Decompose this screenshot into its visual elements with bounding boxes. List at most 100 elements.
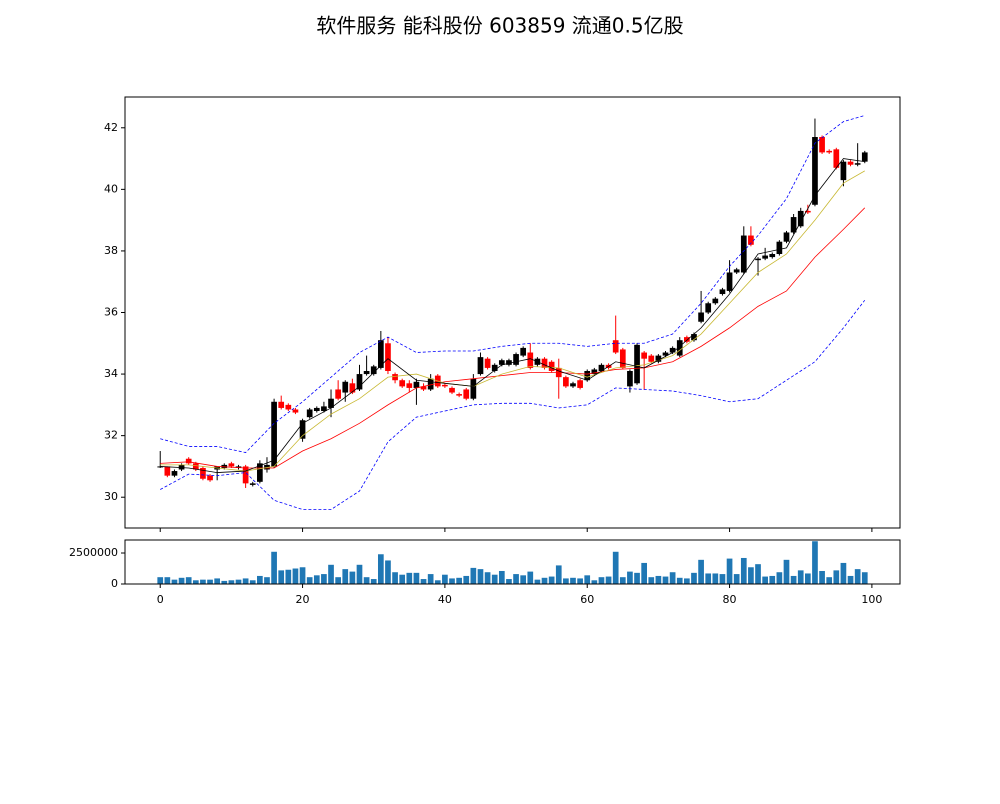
candle-body <box>676 340 683 356</box>
candle-body <box>854 163 861 165</box>
y-tick-label: 38 <box>104 244 118 257</box>
candle-body <box>420 386 427 390</box>
candle-body <box>335 389 341 399</box>
volume-bar <box>264 577 270 584</box>
volume-bar <box>740 557 747 584</box>
volume-bar <box>804 573 811 584</box>
volume-bar <box>627 571 633 584</box>
candle-body <box>370 366 377 375</box>
candle-body <box>413 381 420 388</box>
volume-bar <box>321 574 327 584</box>
candle-body <box>278 401 285 408</box>
candle-body <box>819 137 825 153</box>
candle-body <box>470 378 477 399</box>
volume-bar <box>285 569 292 584</box>
candle-body <box>669 347 676 353</box>
candle-body <box>705 303 712 313</box>
volume-bar <box>634 572 640 584</box>
volume-bar <box>442 574 448 584</box>
candle-body <box>719 289 726 295</box>
candle-body <box>463 389 470 399</box>
y-tick-label: 42 <box>104 121 118 134</box>
candle-body <box>762 255 768 259</box>
candle-body <box>520 347 527 356</box>
volume-bar <box>292 568 299 584</box>
candle-body <box>299 420 306 439</box>
x-tick-label: 20 <box>296 593 310 606</box>
volume-bar <box>207 579 213 584</box>
candle-body <box>548 361 555 371</box>
candle-body <box>584 370 591 381</box>
candle-body <box>790 217 797 233</box>
candle-body <box>634 344 640 384</box>
volume-bar <box>655 575 662 584</box>
candle-body <box>612 340 619 353</box>
volume-bar <box>698 559 704 584</box>
candle-body <box>449 387 455 393</box>
volume-bar <box>370 579 377 584</box>
candle-body <box>385 343 391 371</box>
candle-body <box>570 383 576 387</box>
candle-body <box>491 364 498 371</box>
volume-bar <box>733 574 740 584</box>
volume-bar <box>192 580 199 584</box>
volume-bar <box>257 575 263 584</box>
volume-bar <box>306 577 313 584</box>
volume-bar <box>840 562 847 584</box>
indicator-line <box>160 207 866 469</box>
volume-bar <box>420 579 427 584</box>
x-tick-label: 0 <box>157 593 164 606</box>
volume-bar <box>214 578 221 584</box>
volume-bar <box>797 570 804 584</box>
volume-bar <box>235 579 242 584</box>
candle-body <box>356 374 363 390</box>
volume-bar <box>299 567 306 584</box>
volume-bar <box>470 567 477 584</box>
volume-bar <box>669 572 676 584</box>
candle-body <box>648 355 655 362</box>
volume-bar <box>356 564 363 584</box>
candle-body <box>406 383 413 388</box>
volume-bar <box>278 570 285 584</box>
axes-frame <box>124 96 901 529</box>
candle-body <box>363 370 370 375</box>
candle-body <box>377 340 384 368</box>
candle-body <box>563 377 569 387</box>
volume-bar <box>591 580 598 584</box>
candle-body <box>619 349 626 368</box>
candle-body <box>662 352 669 356</box>
candle-body <box>826 150 833 153</box>
volume-bar <box>456 577 462 584</box>
candle-body <box>498 360 505 365</box>
volume-bar <box>399 574 406 584</box>
volume-bar <box>619 577 626 584</box>
candle-body <box>442 384 448 387</box>
volume-bar <box>705 573 712 584</box>
volume-bar <box>726 558 733 584</box>
volume-bar <box>385 560 391 584</box>
volume-bar <box>406 572 413 584</box>
volume-bar <box>271 551 277 584</box>
candle-body <box>306 409 313 418</box>
volume-bar <box>641 562 648 584</box>
candle-body <box>200 467 206 479</box>
candle-body <box>342 381 349 393</box>
candle-body <box>527 352 534 368</box>
chart-title: 软件服务 能科股份 603859 流通0.5亿股 <box>316 14 683 38</box>
candle-body <box>399 380 406 387</box>
indicator-line <box>160 299 866 510</box>
candle-body <box>192 463 199 470</box>
volume-bar <box>819 570 825 584</box>
volume-bar <box>769 575 776 584</box>
candle-body <box>712 298 719 304</box>
volume-bar <box>498 570 505 584</box>
volume-bar <box>691 572 697 584</box>
volume-bar <box>555 565 562 584</box>
candle-body <box>833 149 840 168</box>
candle-body <box>171 471 178 476</box>
candle-body <box>313 407 320 412</box>
y-tick-label: 30 <box>104 490 118 503</box>
y-tick-label: 2500000 <box>69 546 118 559</box>
volume-bar <box>755 564 761 584</box>
candle-body <box>577 380 583 388</box>
